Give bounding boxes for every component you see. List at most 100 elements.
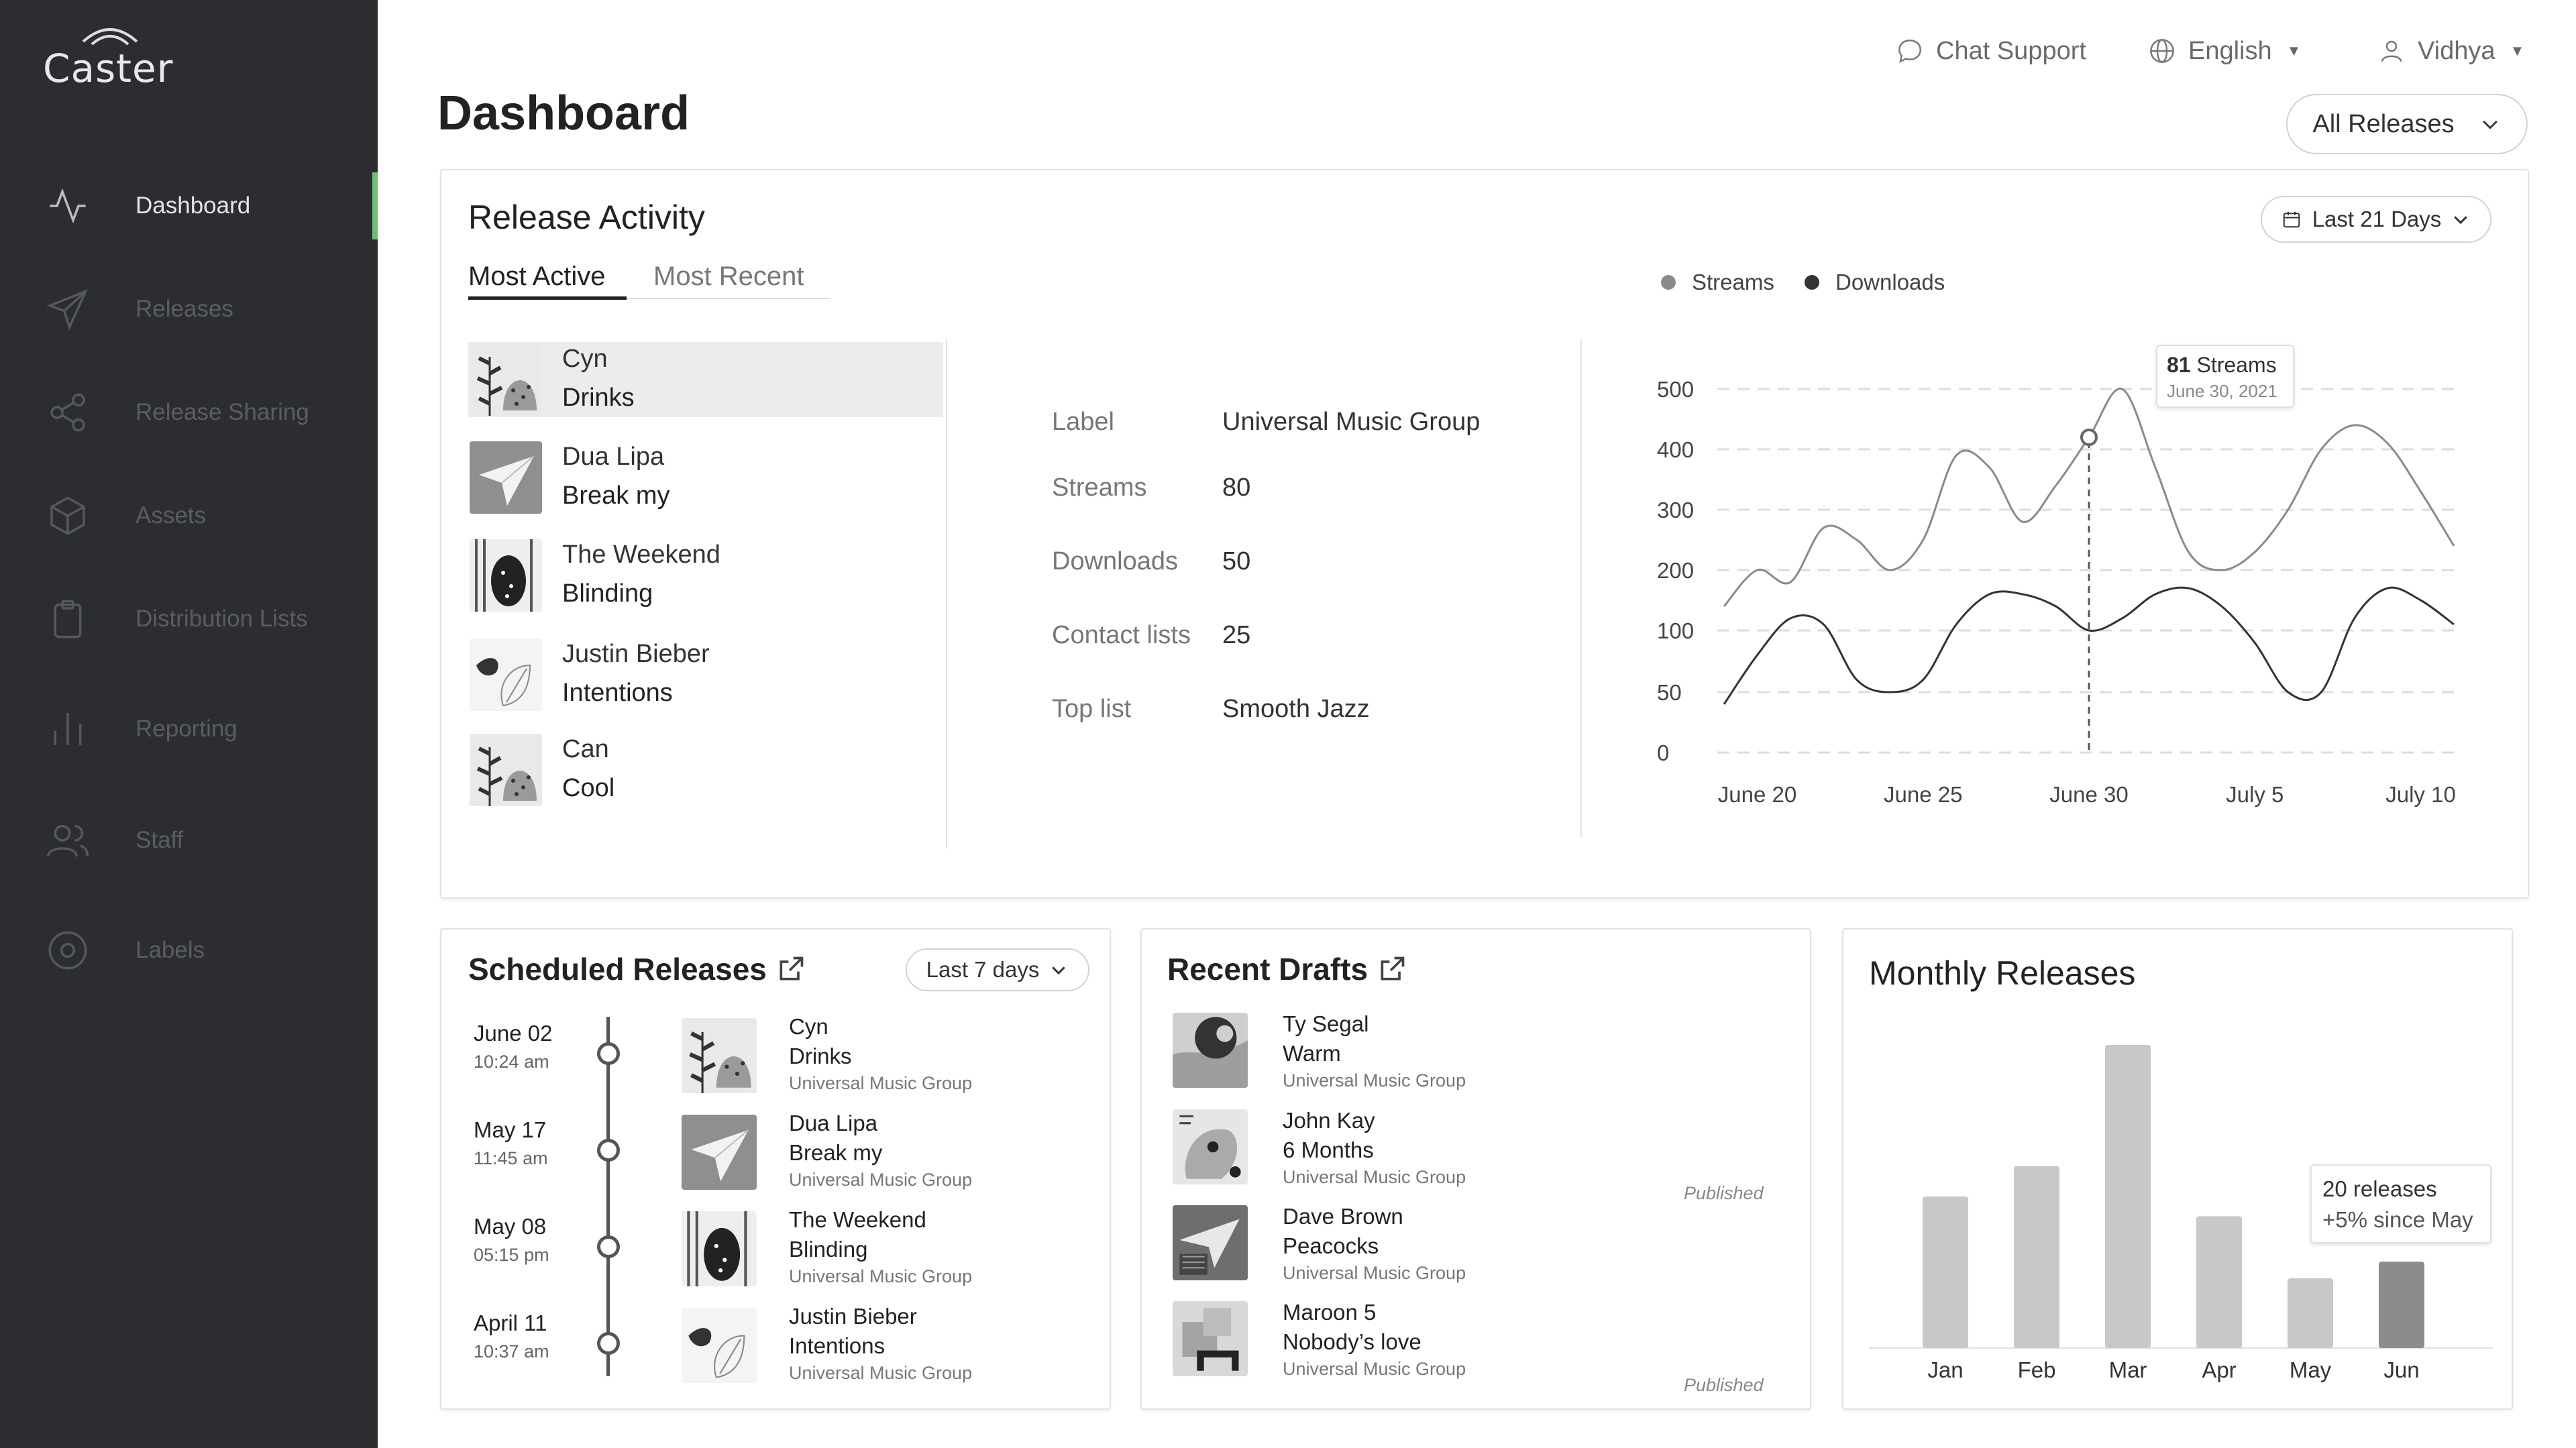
album-art-icon: [1173, 1109, 1248, 1184]
legend-downloads: Downloads: [1805, 270, 1945, 295]
schedule-time: 05:15 pm: [474, 1245, 549, 1265]
sidebar-item-reporting[interactable]: Reporting: [0, 692, 378, 766]
artist-name[interactable]: Cyn: [789, 1014, 828, 1039]
chart-tooltip: 81 Streams June 30, 2021: [2156, 345, 2294, 408]
chevron-down-icon: [2482, 120, 2498, 129]
detail-label: Contact lists: [1052, 621, 1191, 649]
releases-filter-select[interactable]: All Releases: [2286, 94, 2528, 154]
list-item[interactable]: Dua Lipa Break my: [468, 440, 943, 515]
album-art-icon: [1173, 1205, 1248, 1280]
highlight-point[interactable]: [2080, 429, 2098, 446]
release-title[interactable]: Drinks: [789, 1044, 852, 1068]
list-item[interactable]: Can Cool: [468, 732, 943, 807]
sidebar-item-label: Labels: [136, 937, 205, 963]
list-item[interactable]: Cyn Drinks: [468, 342, 943, 417]
chat-support-label: Chat Support: [1936, 36, 2086, 65]
artist-name[interactable]: Ty Segal: [1283, 1011, 1369, 1036]
scheduled-releases-title[interactable]: Scheduled Releases: [468, 951, 806, 987]
leaf-art-icon: [470, 343, 542, 416]
tab-most-active[interactable]: Most Active: [468, 262, 606, 291]
artist-name[interactable]: Maroon 5: [1283, 1300, 1377, 1325]
bar-jun[interactable]: [2379, 1262, 2424, 1348]
app-logo[interactable]: Caster: [43, 20, 173, 94]
bar-feb[interactable]: [2014, 1166, 2059, 1348]
user-icon: [2381, 40, 2402, 62]
artist-name[interactable]: John Kay: [1283, 1108, 1375, 1133]
detail-value: 25: [1222, 621, 1251, 649]
globe-icon: [2150, 39, 2174, 63]
paper-plane-art-icon: [682, 1115, 757, 1190]
user-menu[interactable]: Vidhya ▼: [2377, 31, 2524, 71]
active-tab-indicator: [468, 296, 627, 300]
page-title: Dashboard: [437, 87, 690, 140]
y-tick-label: 0: [1657, 740, 1669, 765]
details-divider: [1580, 339, 1582, 838]
chat-support-link[interactable]: Chat Support: [1896, 31, 2086, 71]
label-name: Universal Music Group: [789, 1363, 973, 1383]
sidebar-item-label: Release Sharing: [136, 399, 309, 425]
caret-down-icon: ▼: [2286, 42, 2302, 59]
sketch-leaf-art-icon: [682, 1308, 757, 1383]
release-title[interactable]: Nobody’s love: [1283, 1329, 1421, 1354]
signal-icon: [82, 28, 138, 46]
artist-name: The Weekend: [562, 541, 720, 569]
sidebar-item-distribution-lists[interactable]: Distribution Lists: [0, 582, 378, 656]
artist-name[interactable]: Dave Brown: [1283, 1204, 1403, 1229]
artist-name: Justin Bieber: [562, 640, 710, 668]
sidebar-item-label: Releases: [136, 296, 233, 322]
disc-icon: [44, 927, 91, 974]
y-tick-label: 100: [1657, 618, 1694, 643]
sidebar-item-label: Dashboard: [136, 192, 251, 219]
box-icon: [44, 492, 91, 539]
detail-value: Universal Music Group: [1222, 408, 1481, 436]
label-name: Universal Music Group: [1283, 1263, 1466, 1283]
release-title[interactable]: Intentions: [789, 1333, 885, 1358]
detail-label: Top list: [1052, 695, 1132, 723]
detail-value: 50: [1222, 547, 1251, 575]
bar-mar[interactable]: [2105, 1045, 2151, 1348]
release-title[interactable]: Peacocks: [1283, 1233, 1379, 1258]
tooltip-count: 20 releases: [2322, 1176, 2437, 1201]
x-tick-label: June 25: [1884, 782, 1962, 807]
sidebar-item-label: Assets: [136, 502, 207, 528]
detail-value: 80: [1222, 474, 1251, 502]
date-range-select[interactable]: Last 21 Days: [2261, 196, 2491, 243]
artist-name[interactable]: The Weekend: [789, 1207, 926, 1232]
y-tick-label: 300: [1657, 498, 1694, 522]
sidebar-item-dashboard[interactable]: Dashboard: [0, 169, 378, 243]
language-label: English: [2188, 36, 2272, 65]
sidebar-item-assets[interactable]: Assets: [0, 479, 378, 553]
sidebar-item-labels[interactable]: Labels: [0, 913, 378, 987]
list-item[interactable]: The Weekend Blinding: [468, 538, 943, 613]
list-item[interactable]: Justin Bieber Intentions: [468, 637, 943, 712]
scheduled-range-select[interactable]: Last 7 days: [906, 948, 1089, 991]
sidebar: Caster Dashboard Releases Release Sharin…: [0, 0, 378, 1448]
sidebar-item-release-sharing[interactable]: Release Sharing: [0, 376, 378, 449]
sidebar-item-releases[interactable]: Releases: [0, 272, 378, 346]
bar-jan[interactable]: [1923, 1196, 1968, 1348]
recent-drafts-title[interactable]: Recent Drafts: [1167, 951, 1407, 987]
release-title[interactable]: Break my: [789, 1140, 883, 1165]
sidebar-item-staff[interactable]: Staff: [0, 803, 378, 877]
artist-name[interactable]: Dua Lipa: [789, 1111, 878, 1135]
language-selector[interactable]: English ▼: [2148, 31, 2301, 71]
detail-label: Streams: [1052, 474, 1147, 502]
release-title[interactable]: Blinding: [789, 1237, 868, 1262]
scheduled-range-value: Last 7 days: [926, 957, 1040, 982]
bar-apr[interactable]: [2196, 1216, 2242, 1348]
sidebar-item-label: Distribution Lists: [136, 606, 308, 632]
bar-may[interactable]: [2288, 1278, 2333, 1348]
label-name: Universal Music Group: [789, 1170, 973, 1190]
legend-swatch: [1661, 275, 1676, 290]
scheduled-title-text: Scheduled Releases: [468, 952, 767, 987]
x-tick-label: Feb: [2018, 1357, 2056, 1382]
sidebar-item-label: Staff: [136, 827, 184, 853]
release-title[interactable]: 6 Months: [1283, 1137, 1374, 1162]
artist-name[interactable]: Justin Bieber: [789, 1304, 917, 1329]
bar-tooltip: 20 releases +5% since May: [2310, 1164, 2491, 1243]
tab-most-recent[interactable]: Most Recent: [653, 262, 804, 291]
tabs-baseline: [468, 298, 830, 299]
scheduled-releases-card: [440, 928, 1111, 1410]
release-title[interactable]: Warm: [1283, 1041, 1341, 1066]
